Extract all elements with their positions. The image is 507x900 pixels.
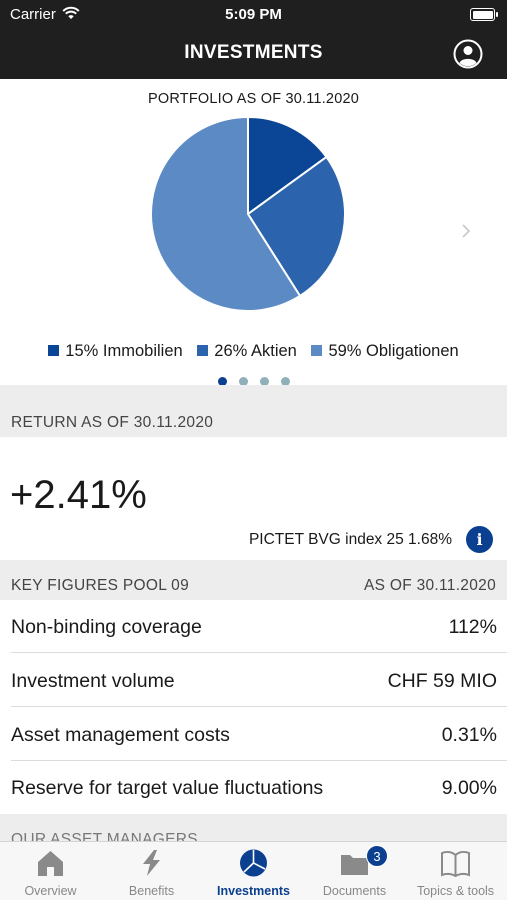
status-bar: Carrier 5:09 PM <box>0 0 507 30</box>
tab-label: Documents <box>322 884 387 898</box>
return-block: +2.41% PICTET BVG index 25 1.68% i <box>0 437 507 560</box>
key-figure-value: 112% <box>448 616 497 638</box>
key-figure-row: Asset management costs 0.31% <box>0 708 507 761</box>
legend-label: 15% Immobilien <box>65 342 183 360</box>
tab-bar: Overview Benefits Investments 3 Document… <box>0 841 507 900</box>
legend-item: 15% Immobilien <box>48 342 183 361</box>
asset-managers-header: OUR ASSET MANAGERS <box>0 814 507 841</box>
row-divider <box>11 706 507 707</box>
chevron-right-icon[interactable] <box>460 219 474 243</box>
carrier-label: Carrier <box>10 6 56 23</box>
tab-benefits[interactable]: Benefits <box>101 842 202 900</box>
portfolio-carousel[interactable]: PORTFOLIO AS OF 30.11.2020 15% Immobilie… <box>0 79 507 386</box>
row-divider <box>11 652 507 653</box>
key-figure-row: Investment volume CHF 59 MIO <box>0 654 507 707</box>
page-dot[interactable] <box>280 377 290 386</box>
profile-icon[interactable] <box>453 39 483 69</box>
pie-slice-immobilien <box>247 116 328 216</box>
key-figure-label: Asset management costs <box>11 724 230 746</box>
portfolio-pie-chart <box>150 116 346 312</box>
key-figure-value: 9.00% <box>441 777 497 799</box>
page-title: INVESTMENTS <box>184 42 323 63</box>
legend-swatch <box>311 345 323 356</box>
clock: 5:09 PM <box>225 6 282 23</box>
tab-label: Investments <box>217 884 290 898</box>
legend-label: 26% Aktien <box>214 342 297 360</box>
page-dot[interactable] <box>259 377 269 386</box>
tab-documents[interactable]: 3 Documents <box>304 842 405 900</box>
key-figures-date: AS OF 30.11.2020 <box>363 577 496 594</box>
pie-slice-aktien <box>246 155 346 298</box>
folder-icon <box>341 855 368 875</box>
legend-item: 59% Obligationen <box>311 342 459 361</box>
legend-item: 26% Aktien <box>197 342 297 361</box>
notification-badge: 3 <box>366 845 388 867</box>
key-figures-title: KEY FIGURES POOL 09 <box>11 577 189 594</box>
key-figure-value: CHF 59 MIO <box>387 670 497 692</box>
return-header-label: RETURN AS OF 30.11.2020 <box>11 414 214 431</box>
page-dot[interactable] <box>217 377 227 386</box>
key-figure-label: Non-binding coverage <box>11 616 202 638</box>
return-value: +2.41% <box>10 473 147 517</box>
benchmark-label: PICTET BVG index 25 1.68% <box>248 531 452 548</box>
wifi-icon <box>62 6 80 19</box>
key-figure-value: 0.31% <box>441 724 497 746</box>
page-indicator[interactable] <box>0 373 507 391</box>
key-figures-header: KEY FIGURES POOL 09 AS OF 30.11.2020 <box>0 560 507 600</box>
tab-label: Topics & tools <box>416 884 495 898</box>
nav-bar: INVESTMENTS <box>0 30 507 79</box>
portfolio-heading: PORTFOLIO AS OF 30.11.2020 <box>148 91 359 107</box>
key-figure-label: Investment volume <box>11 670 175 692</box>
tab-overview[interactable]: Overview <box>0 842 101 900</box>
house-icon <box>38 851 63 876</box>
key-figure-row: Non-binding coverage 112% <box>0 600 507 653</box>
pie-slice-obligationen <box>150 116 302 312</box>
legend-swatch <box>197 345 209 356</box>
pie-chart-icon <box>240 849 267 877</box>
tab-label: Overview <box>24 884 77 898</box>
page-dot[interactable] <box>238 377 248 386</box>
key-figure-row: Reserve for target value fluctuations 9.… <box>0 761 507 814</box>
tab-investments[interactable]: Investments <box>203 842 304 900</box>
battery-icon <box>470 8 498 21</box>
pie-legend: 15% Immobilien 26% Aktien 59% Obligation… <box>0 342 507 361</box>
key-figure-label: Reserve for target value fluctuations <box>11 777 324 799</box>
info-button[interactable]: i <box>466 526 493 553</box>
return-section-header: RETURN AS OF 30.11.2020 <box>0 385 507 437</box>
row-divider <box>11 760 507 761</box>
legend-swatch <box>48 345 60 356</box>
tab-label: Benefits <box>128 884 175 898</box>
tab-topics-tools[interactable]: Topics & tools <box>405 842 506 900</box>
legend-label: 59% Obligationen <box>328 342 459 360</box>
book-icon <box>441 850 470 878</box>
lightning-icon <box>143 850 160 876</box>
asset-managers-title: OUR ASSET MANAGERS <box>11 831 198 841</box>
